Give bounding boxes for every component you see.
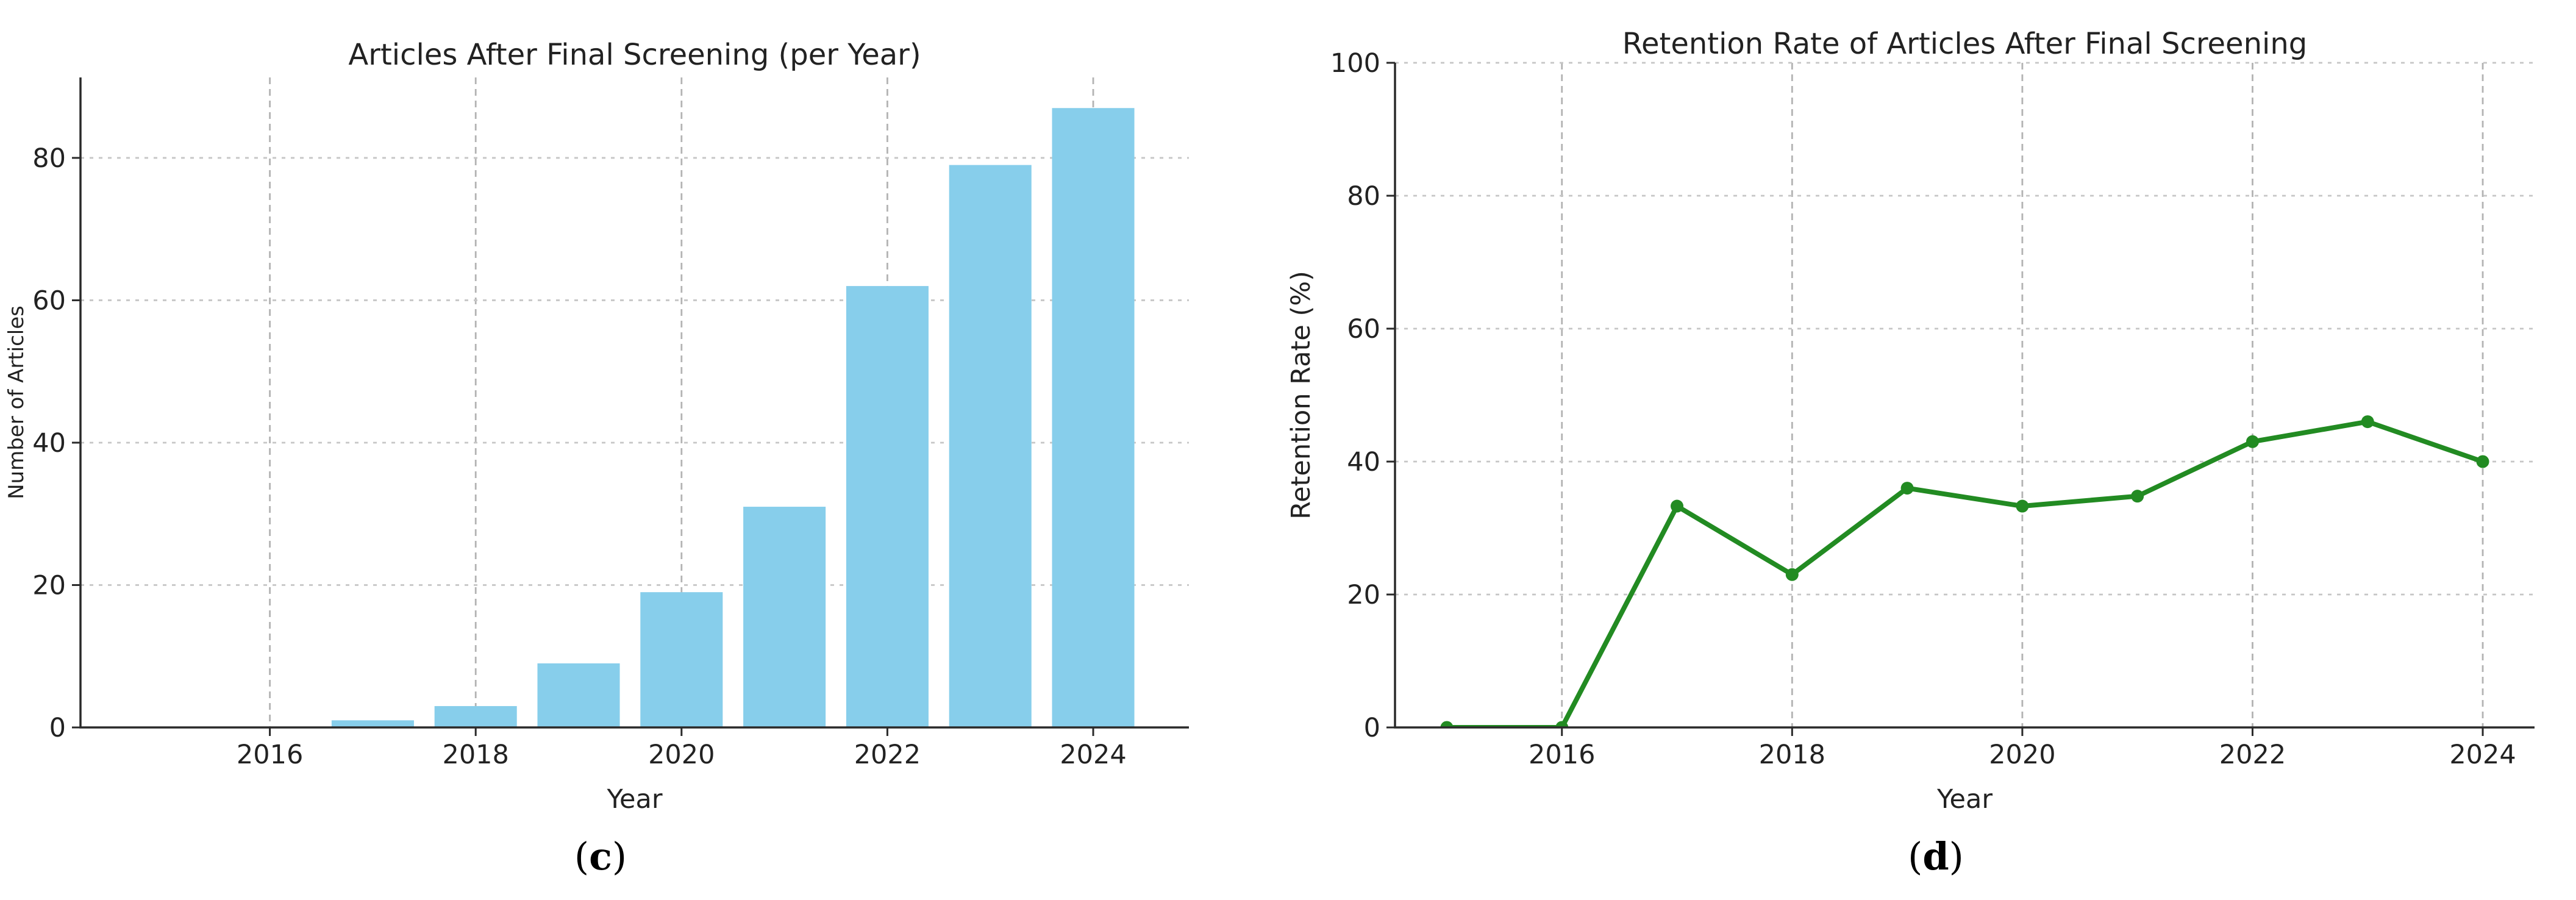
y-tick-label-0: 0 — [1364, 713, 1380, 743]
x-tick-label-2016: 2016 — [237, 740, 303, 770]
y-tick-label-0: 0 — [49, 713, 66, 743]
x-tick-label-2020: 2020 — [648, 740, 715, 770]
panel-d: 2016 2018 2020 2022 2024 0 20 40 60 80 100 Retentio… — [1280, 0, 2576, 900]
x-tick-label-2016: 2016 — [1529, 740, 1595, 770]
y-tick-label-40: 40 — [1347, 447, 1380, 477]
y-tick-label-60: 60 — [32, 285, 66, 316]
caption-c: (c) — [574, 834, 627, 879]
x-tick-label-2024: 2024 — [1060, 740, 1126, 770]
marker-2024 — [2476, 455, 2489, 468]
marker-2016 — [1555, 721, 1569, 727]
marker-2017 — [1671, 499, 1684, 513]
x-tick-label-2022: 2022 — [854, 740, 921, 770]
bar-2024 — [1052, 108, 1135, 727]
gridlines — [1395, 62, 2535, 727]
caption-open-paren: ( — [1908, 834, 1923, 879]
bar-2022 — [846, 286, 929, 727]
marker-2019 — [1900, 482, 1914, 495]
marker-2022 — [2246, 435, 2259, 448]
x-tick-label-2022: 2022 — [2219, 740, 2286, 770]
y-axis-label: Retention Rate (%) — [1286, 271, 1316, 520]
y-tick-label-60: 60 — [1347, 314, 1380, 345]
bar-2021 — [743, 507, 826, 727]
x-axis-label: Year — [606, 784, 662, 811]
axis-ticks: 2016 2018 2020 2022 2024 0 20 40 60 80 — [32, 143, 1126, 770]
panel-c: 2016 2018 2020 2022 2024 0 20 40 60 80 Articles Af… — [0, 0, 1280, 900]
chart-title: Articles After Final Screening (per Year… — [348, 38, 921, 72]
plot-area — [1440, 415, 2489, 727]
plot-area — [331, 108, 1135, 727]
retention-line-chart: 2016 2018 2020 2022 2024 0 20 40 60 80 100 Retentio… — [1286, 27, 2535, 811]
x-axis-label: Year — [1936, 784, 1993, 811]
marker-2015 — [1440, 721, 1454, 727]
y-tick-label-100: 100 — [1330, 48, 1380, 79]
retention-line — [1444, 419, 2486, 727]
caption-letter-d: d — [1922, 834, 1949, 879]
caption-d: (d) — [1908, 834, 1964, 879]
y-tick-label-20: 20 — [1347, 580, 1380, 610]
x-tick-label-2018: 2018 — [1759, 740, 1825, 770]
bar-2018 — [434, 705, 517, 727]
caption-letter-c: c — [589, 834, 612, 879]
x-tick-label-2024: 2024 — [2449, 740, 2516, 770]
y-tick-label-80: 80 — [32, 143, 66, 174]
bar-2019 — [537, 663, 620, 727]
marker-2021 — [2131, 490, 2144, 503]
axes-spines — [1394, 63, 2535, 729]
caption-close-paren: ) — [1949, 834, 1964, 879]
caption-open-paren: ( — [574, 834, 590, 879]
y-tick-label-20: 20 — [32, 570, 66, 601]
y-tick-label-80: 80 — [1347, 181, 1380, 212]
bar-2017 — [331, 720, 414, 727]
bar-2020 — [640, 592, 723, 727]
caption-close-paren: ) — [612, 834, 627, 879]
bar-2023 — [949, 165, 1032, 727]
chart-title: Retention Rate of Articles After Final S… — [1622, 27, 2307, 61]
marker-2023 — [2361, 415, 2374, 429]
marker-2018 — [1785, 568, 1799, 581]
articles-bar-chart: 2016 2018 2020 2022 2024 0 20 40 60 80 Articles Af… — [4, 38, 1189, 811]
axis-ticks: 2016 2018 2020 2022 2024 0 20 40 60 80 100 — [1330, 48, 2516, 770]
marker-2020 — [2016, 499, 2029, 513]
x-tick-label-2018: 2018 — [442, 740, 508, 770]
y-axis-label: Number of Articles — [4, 305, 29, 499]
x-tick-label-2020: 2020 — [1989, 740, 2055, 770]
y-tick-label-40: 40 — [32, 428, 66, 459]
